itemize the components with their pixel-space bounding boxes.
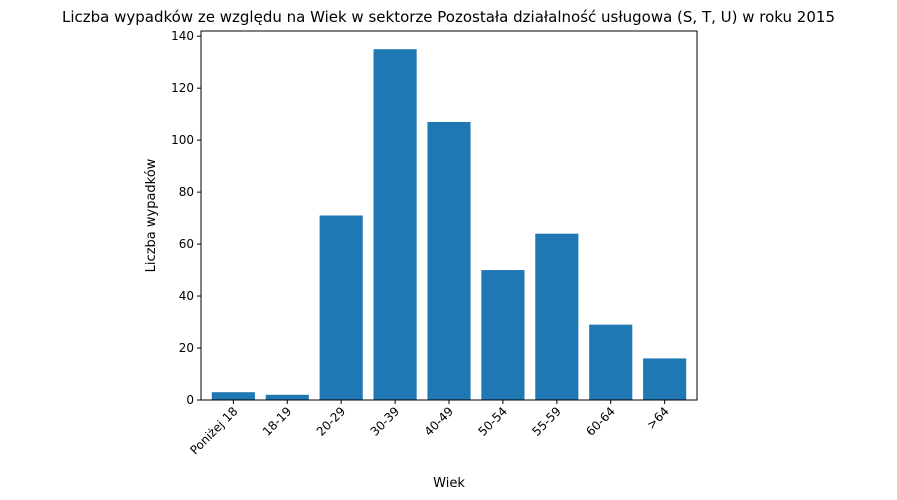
x-tick-label: >64 <box>644 404 672 432</box>
bar-1 <box>265 394 309 400</box>
x-axis-label: Wiek <box>433 476 465 491</box>
x-tick-label: 40-49 <box>422 404 457 439</box>
x-tick-label: Poniżej 18 <box>187 404 240 457</box>
bar-4 <box>427 121 471 400</box>
bar-8 <box>643 358 687 400</box>
x-tick-label: 18-19 <box>260 404 295 439</box>
bar-0 <box>211 392 255 400</box>
y-tick-label: 0 <box>186 393 194 407</box>
bars-group <box>211 49 687 401</box>
y-axis: 0 20 40 60 80 100 120 140 <box>171 29 201 407</box>
chart-title: Liczba wypadków ze względu na Wiek w sek… <box>62 8 835 26</box>
plot-frame <box>200 30 698 401</box>
bar-5 <box>481 270 525 400</box>
x-tick-label: 60-64 <box>583 404 618 439</box>
bar-6 <box>535 233 579 400</box>
x-tick-label: 55-59 <box>529 404 564 439</box>
x-tick-label: 50-54 <box>475 404 510 439</box>
bar-7 <box>589 324 633 400</box>
y-tick-label: 40 <box>179 289 194 303</box>
y-tick-label: 140 <box>171 29 194 43</box>
y-axis-label: Liczba wypadków <box>144 158 159 272</box>
y-tick-label: 120 <box>171 81 194 95</box>
y-tick-label: 60 <box>179 237 194 251</box>
bar-3 <box>373 49 417 401</box>
x-axis: Poniżej 18 18-19 20-29 30-39 40-49 50-54 55-59… <box>187 400 672 457</box>
x-tick-label: 20-29 <box>314 404 349 439</box>
x-tick-label: 30-39 <box>368 404 403 439</box>
y-tick-label: 20 <box>179 341 194 355</box>
bar-2 <box>319 215 363 400</box>
y-tick-label: 100 <box>171 133 194 147</box>
y-tick-label: 80 <box>179 185 194 199</box>
